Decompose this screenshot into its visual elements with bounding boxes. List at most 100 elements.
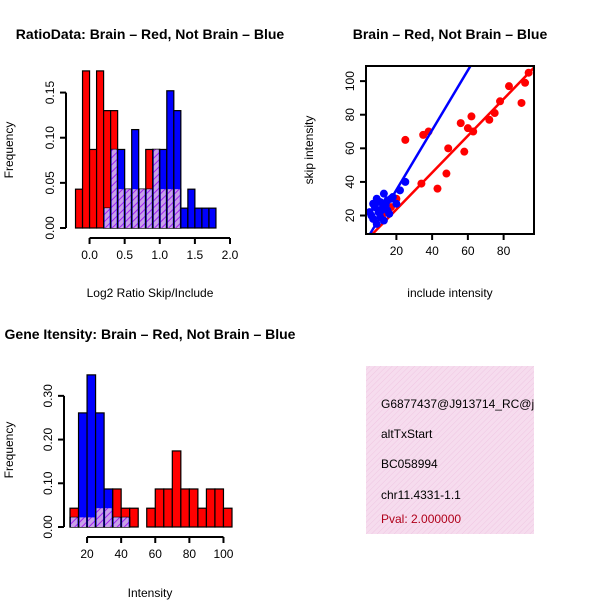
overlap-bar [79, 517, 87, 527]
x-tick-label: 40 [425, 244, 439, 258]
not-brain-bar [194, 207, 203, 229]
brain-bar [163, 488, 173, 528]
overlap-bar [88, 517, 95, 527]
brain-bar [146, 507, 156, 528]
overlap-bar [153, 149, 159, 228]
ratio-histogram-bars [74, 70, 217, 229]
overlap-bar [111, 149, 117, 228]
overlap-bar [122, 517, 129, 527]
brain-point [485, 115, 494, 124]
y-tick-label: 0.15 [43, 81, 57, 105]
not-brain-point [387, 194, 396, 203]
overlap-bar [118, 189, 124, 228]
x-tick-label: 80 [183, 547, 197, 561]
intensity-histogram-axes: 20 40 60 80 100 0.00 0.10 0.20 0.30 [41, 384, 234, 561]
brain-point [401, 135, 410, 144]
not-brain-point [401, 177, 410, 186]
brain-point [442, 169, 451, 178]
brain-point [417, 179, 426, 188]
not-brain-point [372, 219, 381, 228]
y-tick-label: 20 [343, 209, 357, 223]
x-tick-label: 20 [390, 244, 404, 258]
not-brain-point [392, 199, 401, 208]
x-tick-label: 0.5 [116, 248, 133, 262]
y-tick-label: 80 [343, 108, 357, 122]
y-tick-label: 0.10 [41, 471, 55, 495]
x-tick-label: 40 [114, 547, 128, 561]
overlap-bar [96, 508, 104, 527]
intensity-scatter-plot-area [366, 66, 534, 234]
info-panel-background [366, 366, 534, 534]
overlap-bar [104, 208, 110, 228]
not-brain-bar [187, 188, 196, 229]
overlap-bar [132, 189, 138, 228]
intensity-scatter-ylabel: skip intensity [302, 116, 316, 185]
scatter-clip-group [366, 66, 534, 234]
y-tick-label: 0.05 [43, 171, 57, 195]
brain-point [517, 98, 526, 107]
x-tick-label: 80 [497, 244, 511, 258]
brain-point [490, 109, 499, 118]
ratio-histogram-axes: 0.0 0.5 1.0 1.5 2.0 0.00 0.05 0.10 0.15 [43, 81, 239, 262]
brain-bar [95, 70, 105, 229]
brain-point [467, 112, 476, 121]
intensity-scatter-title: Brain – Red, Not Brain – Blue [353, 26, 548, 42]
intensity-scatter-panel: Brain – Red, Not Brain – Blue 20 40 60 80 20… [302, 26, 547, 300]
brain-bar [180, 488, 190, 528]
ratio-histogram-title: RatioData: Brain – Red, Not Brain – Blue [16, 26, 285, 42]
not-brain-point [369, 199, 378, 208]
y-tick-label: 60 [343, 141, 357, 155]
intensity-histogram-panel: Gene Itensity: Brain – Red, Not Brain – … [2, 326, 296, 600]
overlap-bar [71, 517, 78, 527]
brain-point [460, 147, 469, 156]
overlap-bar [174, 189, 180, 228]
overlap-bar [125, 189, 131, 228]
info-locus: chr11.4331-1.1 [381, 488, 461, 502]
brain-point [419, 130, 428, 139]
ratio-histogram-panel: RatioData: Brain – Red, Not Brain – Blue… [2, 26, 284, 300]
x-tick-label: 1.0 [151, 248, 168, 262]
y-tick-label: 0.00 [43, 216, 57, 240]
not-brain-point [379, 216, 388, 225]
overlap-bar [160, 189, 166, 228]
not-brain-bar [86, 374, 97, 528]
info-probe-id: G6877437@J913714_RC@j_at [381, 397, 551, 411]
info-pval: Pval: 2.000000 [381, 512, 461, 526]
scatter-frame [365, 65, 535, 235]
brain-point [456, 119, 465, 128]
brain-point [524, 68, 533, 77]
overlap-bar [105, 508, 112, 527]
intensity-histogram-ylabel: Frequency [2, 422, 16, 479]
y-tick-label: 0.00 [41, 515, 55, 539]
brain-point [444, 144, 453, 153]
brain-bar [222, 507, 233, 528]
y-tick-label: 0.20 [41, 428, 55, 452]
not-brain-point [383, 206, 392, 215]
overlap-bar [167, 189, 173, 228]
x-tick-label: 1.5 [187, 248, 204, 262]
intensity-histogram-bars [69, 374, 233, 528]
brain-bar [205, 488, 216, 528]
not-brain-bar [201, 207, 210, 229]
brain-fit-line [370, 66, 534, 234]
brain-bar [129, 507, 139, 528]
y-tick-label: 0.30 [41, 384, 55, 408]
not-brain-bar [180, 207, 189, 229]
brain-point [521, 78, 530, 87]
overlap-bar [139, 189, 145, 228]
brain-bar [197, 507, 208, 528]
brain-bar [154, 488, 165, 528]
not-brain-point [379, 189, 388, 198]
not-brain-bar [208, 207, 217, 229]
brain-bar [188, 488, 199, 528]
brain-bar [81, 70, 91, 229]
y-tick-label: 100 [343, 71, 357, 91]
info-accession: BC058994 [381, 457, 438, 471]
x-tick-label: 100 [213, 547, 233, 561]
overlap-bar [113, 517, 121, 527]
x-tick-label: 2.0 [222, 248, 239, 262]
y-tick-label: 0.10 [43, 126, 57, 150]
not-brain-point [395, 186, 404, 195]
ratio-histogram-xlabel: Log2 Ratio Skip/Include [87, 286, 214, 300]
